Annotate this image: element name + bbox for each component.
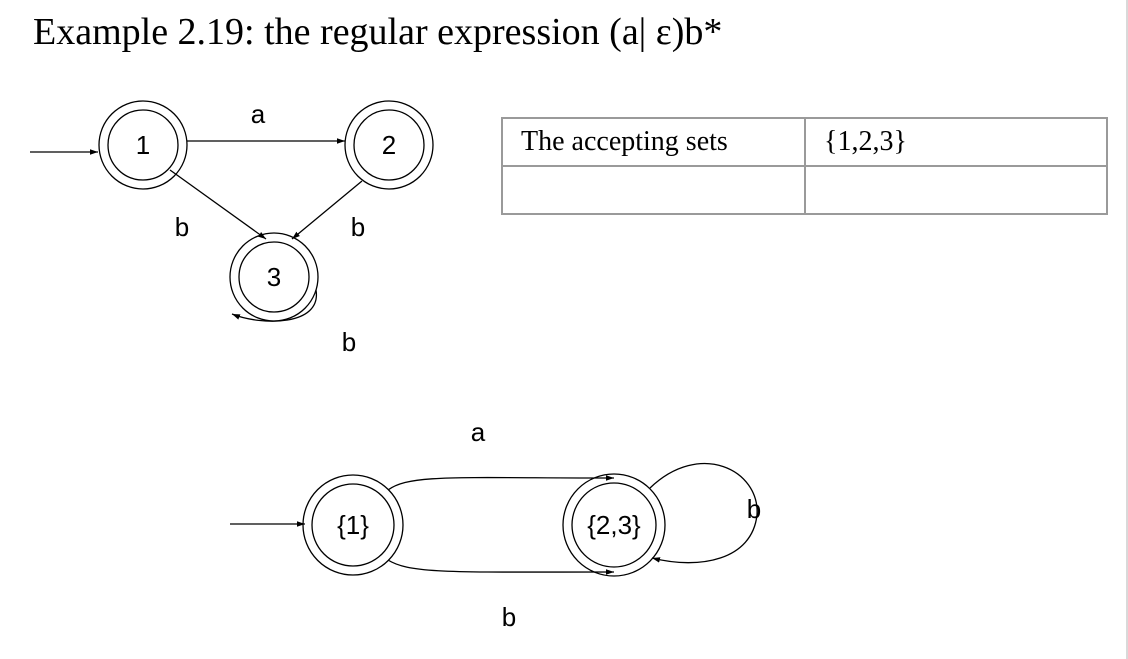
nfa-loop-3-label: b: [342, 327, 356, 357]
nfa-state-2: 2: [344, 100, 434, 190]
dfa-state-1: {1}: [302, 474, 404, 576]
dfa-state-1-label: {1}: [337, 510, 369, 540]
dfa-edge-bottom-label: b: [502, 602, 516, 632]
table-cell: The accepting sets: [501, 117, 806, 167]
table-cell: {1,2,3}: [804, 117, 1108, 167]
page-title: Example 2.19: the regular expression (a|…: [33, 11, 723, 53]
table-cell: [804, 165, 1108, 215]
dfa-loop-label: b: [747, 494, 761, 524]
dfa-loop: [649, 462, 758, 564]
nfa-edge-1-to-3-label: b: [175, 212, 189, 242]
dfa-state-23-label: {2,3}: [587, 510, 641, 540]
dfa-edge-top-label: a: [471, 417, 486, 447]
nfa-edge-2-to-3: [291, 180, 363, 240]
nfa-diagram: 1 2 3 a b b b: [30, 99, 434, 357]
dfa-edge-top: [387, 475, 615, 491]
nfa-state-3: 3: [229, 232, 319, 322]
nfa-state-1-label: 1: [136, 130, 150, 160]
nfa-edge-1-to-3: [169, 169, 267, 240]
nfa-edge-2-to-3-label: b: [351, 212, 365, 242]
nfa-state-2-label: 2: [382, 130, 396, 160]
table-row: The accepting sets {1,2,3}: [501, 117, 1108, 167]
dfa-diagram: {1} {2,3} a b b: [230, 417, 761, 632]
table-row: [501, 165, 1108, 215]
slide-edge: [1126, 0, 1128, 659]
nfa-loop-3: [231, 289, 317, 322]
nfa-edge-1-to-2-label: a: [251, 99, 266, 129]
table-cell: [501, 165, 806, 215]
dfa-state-23: {2,3}: [562, 473, 666, 577]
nfa-state-1: 1: [98, 100, 188, 190]
dfa-edge-bottom: [387, 559, 615, 575]
accepting-sets-table: The accepting sets {1,2,3}: [501, 117, 1108, 215]
nfa-state-3-label: 3: [267, 262, 281, 292]
